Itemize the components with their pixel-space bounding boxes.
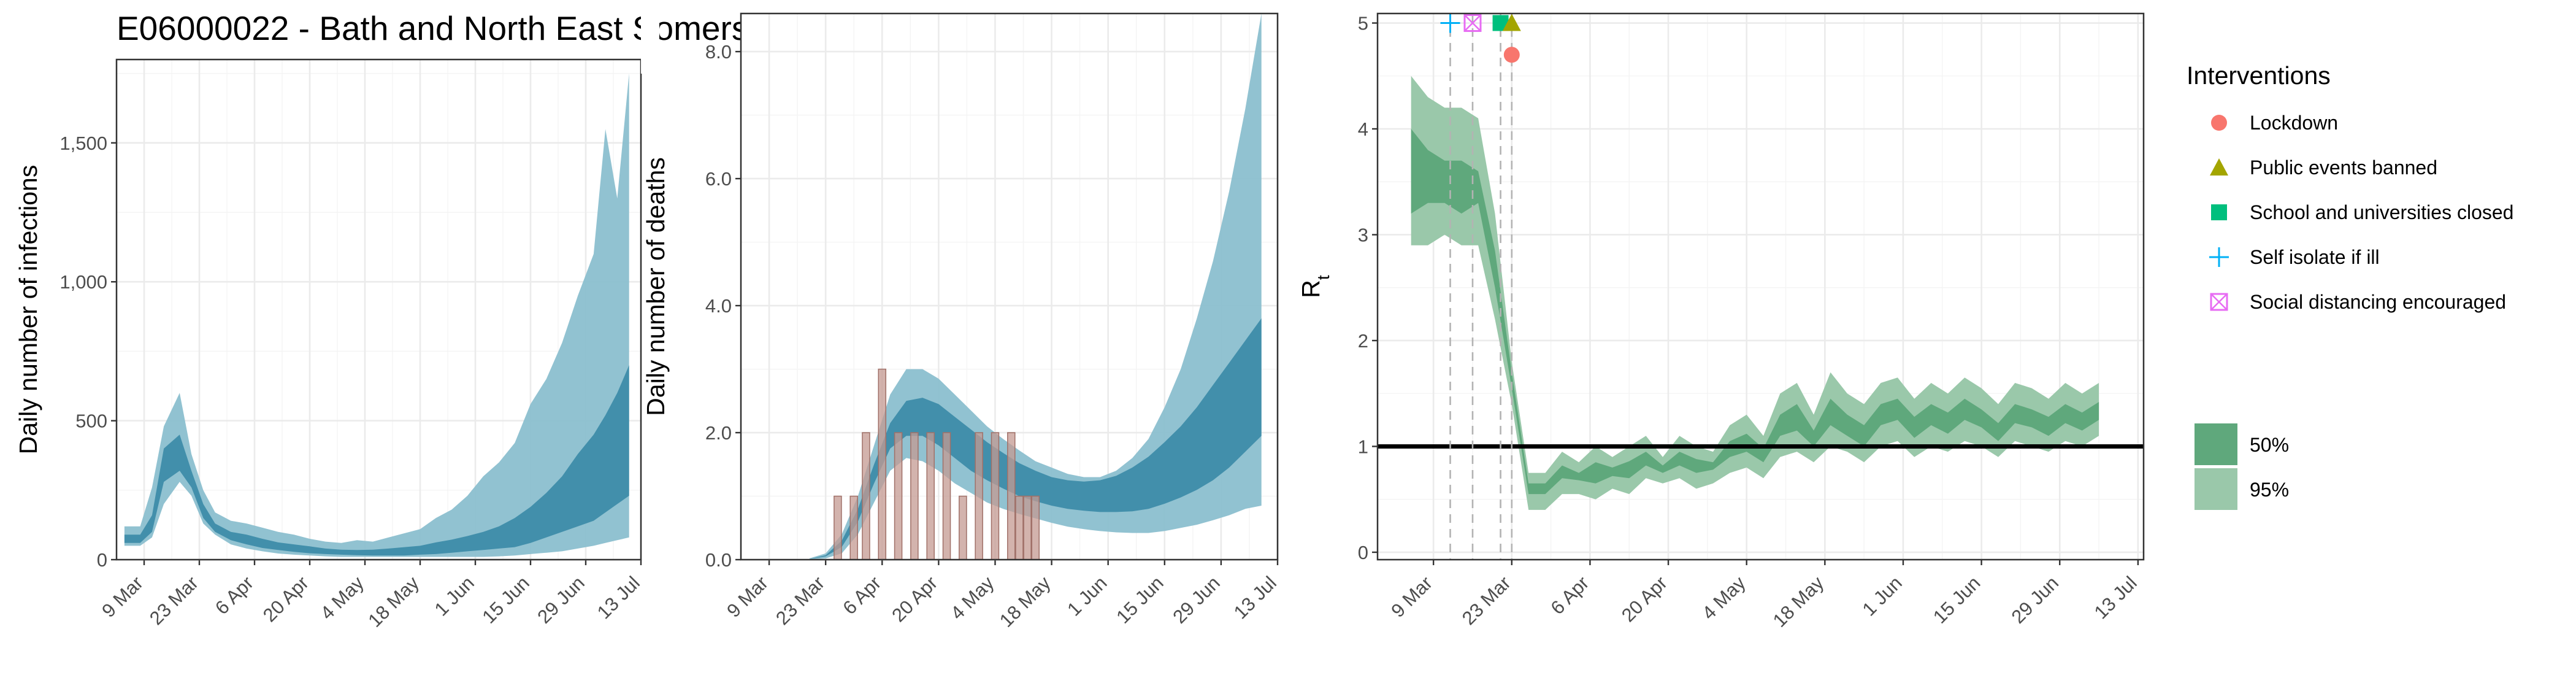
x-tick-label: 23 Mar bbox=[1458, 572, 1515, 629]
x-tick-label: 15 Jun bbox=[478, 572, 534, 628]
legend-title: Interventions bbox=[2187, 61, 2331, 90]
x-tick-label: 4 May bbox=[1698, 572, 1750, 624]
x-tick-label: 20 Apr bbox=[887, 572, 941, 626]
legend-key-triangle bbox=[2210, 158, 2228, 176]
y-axis-title: Daily number of infections bbox=[14, 165, 42, 455]
x-tick-label: 20 Apr bbox=[1617, 572, 1671, 626]
observed-deaths-bar bbox=[910, 432, 919, 560]
plot-title: E06000022 - Bath and North East Somerset bbox=[117, 9, 776, 47]
observed-deaths-bar bbox=[1015, 495, 1024, 560]
observed-deaths-bar bbox=[894, 432, 903, 560]
y-axis-title-subscript: t bbox=[1314, 275, 1333, 280]
y-tick-label: 0 bbox=[97, 549, 107, 571]
x-tick-label: 4 May bbox=[946, 572, 999, 624]
x-tick-label: 4 May bbox=[316, 572, 369, 624]
legend-key-boxed-x-x2 bbox=[2210, 293, 2228, 311]
legend-key-circle bbox=[2211, 115, 2227, 131]
observed-deaths-bar bbox=[849, 495, 858, 560]
legend-key-square bbox=[2211, 204, 2227, 220]
legend-label: Public events banned bbox=[2250, 156, 2437, 179]
observed-deaths-bar bbox=[959, 495, 967, 560]
x-tick-label: 1 Jun bbox=[1858, 572, 1906, 620]
interval-band-95pct bbox=[1411, 75, 2099, 510]
legend: Interventions Lockdown Public events banne… bbox=[2187, 61, 2513, 510]
x-tick-label: 15 Jun bbox=[1112, 572, 1168, 628]
observed-deaths-bar bbox=[878, 368, 887, 560]
y-tick-label: 5 bbox=[1358, 13, 1368, 34]
x-tick-label: 20 Apr bbox=[259, 572, 313, 626]
intervention-marker-x2 bbox=[1464, 14, 1481, 32]
y-tick-label: 6.0 bbox=[705, 168, 732, 190]
y-tick-label: 0 bbox=[1358, 542, 1368, 563]
legend-label: Lockdown bbox=[2250, 112, 2338, 134]
x-tick-label: 13 Jul bbox=[2090, 572, 2141, 623]
y-tick-label: 2 bbox=[1358, 330, 1368, 352]
observed-deaths-bar bbox=[862, 432, 870, 560]
y-tick-label: 2.0 bbox=[705, 422, 732, 444]
legend-key-boxed-x bbox=[2210, 293, 2228, 311]
observed-deaths-bar bbox=[926, 432, 935, 560]
legend-label: 50% bbox=[2250, 434, 2289, 456]
plot-frame bbox=[1376, 12, 2145, 561]
x-tick-label: 29 Jun bbox=[533, 572, 589, 628]
observed-deaths-bar bbox=[834, 495, 842, 560]
y-tick-label: 0.0 bbox=[705, 549, 732, 571]
x-tick-label: 29 Jun bbox=[1168, 572, 1224, 628]
interval-band-50pct bbox=[809, 318, 1262, 559]
plot-frame bbox=[740, 12, 1279, 561]
y-axis-title: Rt bbox=[1297, 275, 1333, 298]
observed-deaths-bar bbox=[975, 432, 983, 560]
x-tick-label: 13 Jul bbox=[593, 572, 644, 623]
y-tick-label: 1,000 bbox=[59, 271, 107, 293]
x-tick-label: 9 Mar bbox=[98, 572, 147, 622]
observed-deaths-bar bbox=[991, 432, 1000, 560]
y-tick-label: 1 bbox=[1358, 436, 1368, 457]
x-tick-label: 29 Jun bbox=[2007, 572, 2063, 628]
observed-deaths-bar bbox=[1007, 432, 1016, 560]
intervention-marker bbox=[1503, 47, 1520, 63]
y-tick-label: 4 bbox=[1358, 118, 1368, 140]
x-tick-label: 6 Apr bbox=[1546, 572, 1593, 619]
y-tick-label: 3 bbox=[1358, 224, 1368, 245]
title-clip bbox=[641, 0, 659, 74]
y-tick-label: 4.0 bbox=[705, 295, 732, 317]
legend-key-interval bbox=[2195, 423, 2237, 465]
intervention-marker bbox=[1463, 14, 1482, 33]
x-tick-label: 6 Apr bbox=[838, 572, 885, 619]
legend-label: Social distancing encouraged bbox=[2250, 291, 2506, 313]
x-tick-label: 23 Mar bbox=[772, 572, 829, 629]
x-tick-label: 23 Mar bbox=[145, 572, 202, 629]
x-tick-label: 15 Jun bbox=[1929, 572, 1985, 628]
x-tick-label: 18 May bbox=[995, 572, 1055, 631]
legend-label: 95% bbox=[2250, 479, 2289, 501]
legend-key-interval bbox=[2195, 468, 2237, 510]
y-tick-label: 1,500 bbox=[59, 133, 107, 154]
y-tick-label: 500 bbox=[75, 411, 107, 432]
x-tick-label: 9 Mar bbox=[1387, 572, 1436, 622]
intervention-marker bbox=[1502, 14, 1521, 31]
x-tick-label: 18 May bbox=[1769, 572, 1828, 631]
legend-label: Self isolate if ill bbox=[2250, 246, 2380, 268]
x-tick-label: 6 Apr bbox=[211, 572, 258, 619]
x-tick-label: 1 Jun bbox=[1063, 572, 1111, 620]
x-tick-label: 13 Jul bbox=[1230, 572, 1281, 623]
x-tick-label: 9 Mar bbox=[723, 572, 772, 622]
observed-deaths-bar bbox=[1023, 495, 1032, 560]
plot-frame bbox=[115, 58, 642, 561]
x-tick-label: 1 Jun bbox=[431, 572, 478, 620]
x-tick-label: 18 May bbox=[364, 572, 423, 631]
observed-deaths-bar bbox=[942, 432, 951, 560]
legend-label: School and universities closed bbox=[2250, 201, 2513, 223]
y-tick-label: 8.0 bbox=[705, 41, 732, 63]
observed-deaths-bar bbox=[1031, 495, 1040, 560]
rt-panel: 9 Mar 23 Mar 6 Apr 20 Apr 4 May 18 May 1 Jun 15… bbox=[1297, 12, 2145, 631]
y-axis-title: Daily number of deaths bbox=[642, 157, 670, 416]
